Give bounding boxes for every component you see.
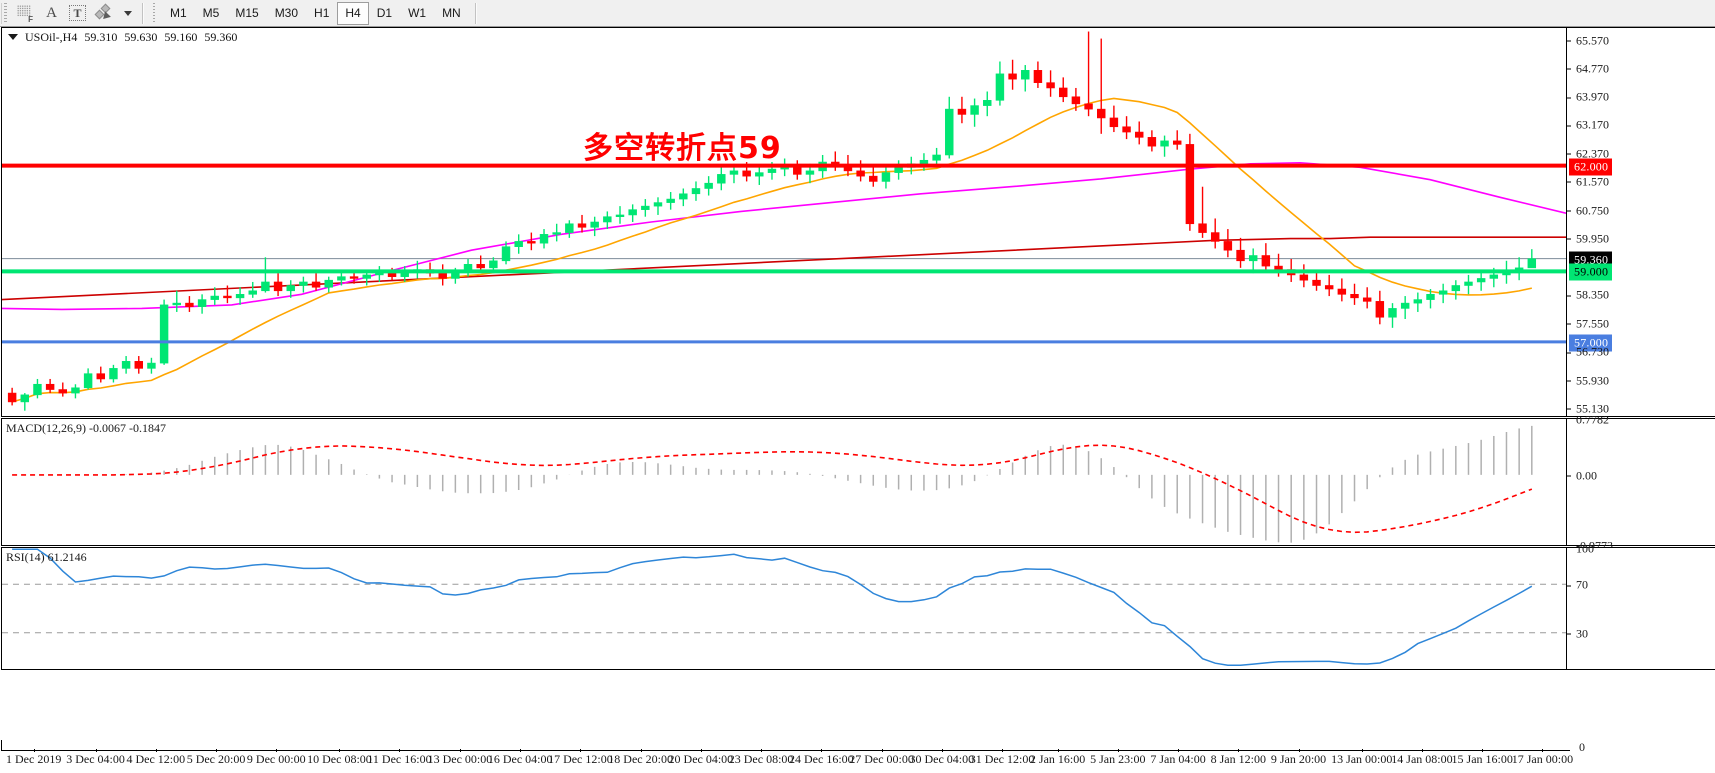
symbol-header: USOil-,H4 59.310 59.630 59.160 59.360 — [2, 28, 1567, 46]
price-tick-55-930: 55.930 — [1567, 373, 1609, 388]
time-label: 30 Dec 04:00 — [909, 749, 975, 766]
time-label: 13 Dec 00:00 — [427, 749, 493, 766]
macd-scale: 0.7782 0.00 -0.9773 — [1567, 413, 1715, 553]
time-label: 4 Dec 12:00 — [126, 749, 186, 766]
price-tick-60-750: 60.750 — [1567, 203, 1609, 218]
objects-icon[interactable] — [91, 2, 119, 25]
timeframe-h4[interactable]: H4 — [337, 1, 369, 25]
time-label: 3 Dec 04:00 — [66, 749, 125, 766]
chart-area: USOil-,H4 59.310 59.630 59.160 59.360 多空… — [0, 27, 1715, 773]
macd-chart-svg — [12, 425, 1533, 543]
price-tick-58-350: 58.350 — [1567, 288, 1609, 303]
symbol-close: 59.360 — [204, 29, 238, 44]
time-label: 2 Jan 16:00 — [1029, 749, 1086, 766]
time-label: 15 Jan 16:00 — [1451, 749, 1513, 766]
symbol-high: 59.630 — [124, 29, 158, 44]
price-tick-55-130: 55.130 — [1567, 401, 1609, 416]
price-tick-64-770: 64.770 — [1567, 61, 1609, 76]
macd-tick-0neg7782: 0.7782 — [1576, 412, 1609, 427]
time-label: 8 Jan 12:00 — [1210, 749, 1266, 766]
rsi-tick-30: 30 — [1567, 626, 1588, 641]
macd-tick-0neg00: 0.00 — [1567, 468, 1597, 483]
macd-label: MACD(12,26,9) -0.0067 -0.1847 — [6, 421, 166, 435]
symbol-open: 59.310 — [84, 29, 118, 44]
time-label: 7 Jan 04:00 — [1150, 749, 1206, 766]
price-tick-61-570: 61.570 — [1567, 174, 1609, 189]
chevron-down-icon[interactable] — [119, 2, 137, 25]
symbol-name: USOil-,H4 — [25, 29, 78, 44]
time-label: 27 Dec 00:00 — [849, 749, 914, 766]
toolbar-separator-2 — [474, 2, 477, 24]
time-label: 17 Jan 00:00 — [1511, 749, 1574, 766]
text-box-icon[interactable]: T — [64, 2, 91, 25]
time-axis[interactable]: 0 1 Dec 2019 3 Dec 04:00 4 Dec 12:00 5 Dec … — [1, 740, 1715, 773]
timeframe-d1[interactable]: D1 — [376, 6, 393, 20]
time-label: 17 Dec 12:00 — [548, 749, 613, 766]
timeframe-drag-handle[interactable] — [151, 2, 158, 24]
timeframe-m30[interactable]: M30 — [274, 6, 299, 20]
timeframe-m1[interactable]: M1 — [170, 6, 187, 20]
price-tick-62-370: 62.370 — [1567, 146, 1609, 161]
rsi-tick-70: 70 — [1567, 578, 1588, 593]
time-label: 24 Dec 16:00 — [789, 749, 854, 766]
main-toolbar: F A T M1 M5 M15 M30 H1 H4 D1 W1 MN — [0, 0, 1715, 27]
time-label: 11 Dec 16:00 — [367, 749, 432, 766]
crosshair-grid-icon[interactable]: F — [12, 2, 39, 25]
macd-plot[interactable] — [1, 419, 1567, 545]
price-tick-57-550: 57.550 — [1567, 316, 1609, 331]
text-label-icon[interactable]: A — [39, 2, 64, 25]
time-label: 1 Dec 2019 — [6, 749, 62, 766]
timeframe-m15[interactable]: M15 — [235, 6, 259, 20]
rsi-pane[interactable]: RSI(14) 61.2146 100 70 30 — [1, 542, 1715, 670]
time-label: 9 Jan 20:00 — [1270, 749, 1327, 766]
price-plot[interactable] — [1, 28, 1567, 416]
time-label: 10 Dec 08:00 — [307, 749, 372, 766]
text-label-icon-glyph: A — [46, 4, 57, 21]
toolbar-drag-handle[interactable] — [1, 2, 10, 24]
price-tag-59-000: 59.000 — [1569, 263, 1613, 281]
time-label: 20 Dec 04:00 — [668, 749, 734, 766]
time-axis-corner-value: 0 — [1579, 740, 1585, 754]
chart-annotation-text: 多空转折点59 — [583, 131, 782, 166]
time-label: 5 Jan 23:00 — [1090, 749, 1146, 766]
price-tick-65-570: 65.570 — [1567, 33, 1609, 48]
rsi-scale: 100 70 30 — [1567, 542, 1715, 669]
time-axis-left-edge — [1, 740, 2, 751]
price-scale[interactable]: 65.570 64.770 63.970 63.170 62.370 61.570 60.7… — [1567, 28, 1715, 416]
price-chart-svg — [2, 31, 1566, 411]
rsi-label: RSI(14) 61.2146 — [6, 550, 87, 564]
timeframe-mn[interactable]: MN — [442, 6, 461, 20]
price-tick-59-950: 59.950 — [1567, 231, 1609, 246]
text-box-icon-glyph: T — [69, 5, 86, 21]
price-tick-56-730: 56.730 — [1567, 345, 1609, 360]
time-label: 16 Dec 04:00 — [487, 749, 553, 766]
macd-pane[interactable]: MACD(12,26,9) -0.0067 -0.1847 0.7782 0.00… — [1, 413, 1715, 553]
time-label: 23 Dec 08:00 — [728, 749, 794, 766]
price-tag-62-000: 62.000 — [1569, 158, 1613, 176]
symbol-low: 59.160 — [164, 29, 198, 44]
time-label: 18 Dec 20:00 — [608, 749, 673, 766]
time-axis-line — [1, 750, 1570, 751]
chart-panes: USOil-,H4 59.310 59.630 59.160 59.360 多空… — [0, 27, 1715, 740]
price-tick-63-970: 63.970 — [1567, 90, 1609, 105]
timeframe-h1[interactable]: H1 — [314, 6, 330, 20]
time-label: 31 Dec 12:00 — [969, 749, 1035, 766]
rsi-tick-100: 100 — [1576, 541, 1594, 556]
time-label: 13 Jan 00:00 — [1331, 749, 1393, 766]
timeframe-m5[interactable]: M5 — [202, 6, 220, 20]
price-tick-63-170: 63.170 — [1567, 118, 1609, 133]
time-label: 9 Dec 00:00 — [246, 749, 306, 766]
timeframe-w1[interactable]: W1 — [408, 6, 427, 20]
rsi-chart-svg — [2, 548, 1566, 667]
rsi-plot[interactable] — [1, 548, 1567, 669]
time-label: 14 Jan 08:00 — [1391, 749, 1453, 766]
crosshair-grid-icon-label: F — [28, 15, 33, 24]
price-pane[interactable]: USOil-,H4 59.310 59.630 59.160 59.360 多空… — [1, 27, 1715, 417]
toolbar-separator — [142, 2, 144, 24]
time-label: 5 Dec 20:00 — [186, 749, 246, 766]
price-tag-57-000: 57.000 — [1569, 334, 1613, 352]
chevron-down-icon-symbol[interactable] — [8, 34, 18, 40]
